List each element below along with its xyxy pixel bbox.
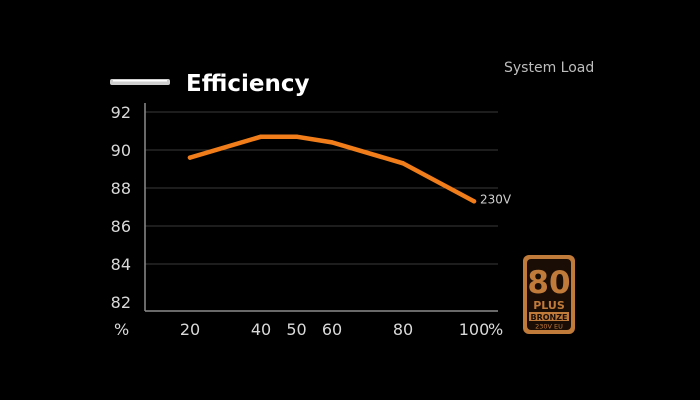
data-point [400, 161, 406, 166]
badge-number: 80 [527, 265, 570, 301]
x-tick-label: 100 [459, 320, 490, 339]
data-point [258, 134, 264, 139]
chart-title: Efficiency [186, 71, 309, 97]
badge-tier: BRONZE [530, 313, 567, 322]
data-point [471, 199, 477, 204]
series-label: 230V [480, 192, 512, 206]
y-unit-label: % [114, 320, 129, 339]
data-point [294, 134, 299, 139]
data-point [329, 140, 335, 145]
x-tick-labels: 20 40 50 60 80 100 [180, 320, 489, 339]
x-unit-label: % [488, 320, 503, 339]
y-tick-label: 82 [111, 293, 131, 312]
x-tick-label: 40 [251, 320, 271, 339]
badge-rating: 230V EU [535, 323, 563, 331]
y-tick-label: 88 [111, 179, 131, 198]
y-tick-labels: 92 90 88 86 84 82 [111, 103, 131, 312]
series-line-230V [187, 134, 477, 204]
series-group: 230V [187, 134, 512, 206]
x-tick-label: 80 [393, 320, 413, 339]
80-plus-bronze-badge: 80 PLUS BRONZE 230V EU [523, 255, 575, 334]
gridlines [145, 111, 498, 265]
y-tick-label: 84 [111, 255, 131, 274]
badge-plus: PLUS [533, 299, 565, 312]
legend-label: System Load [504, 60, 594, 76]
y-tick-label: 90 [111, 141, 131, 160]
x-tick-label: 20 [180, 320, 200, 339]
x-tick-label: 60 [322, 320, 342, 339]
title-decoration-bar [110, 79, 170, 85]
y-tick-label: 92 [111, 103, 131, 122]
data-point [187, 155, 193, 160]
y-tick-label: 86 [111, 217, 131, 236]
badge-tier-band [529, 312, 569, 321]
title-decoration-highlight [113, 80, 167, 82]
x-tick-label: 50 [286, 320, 306, 339]
